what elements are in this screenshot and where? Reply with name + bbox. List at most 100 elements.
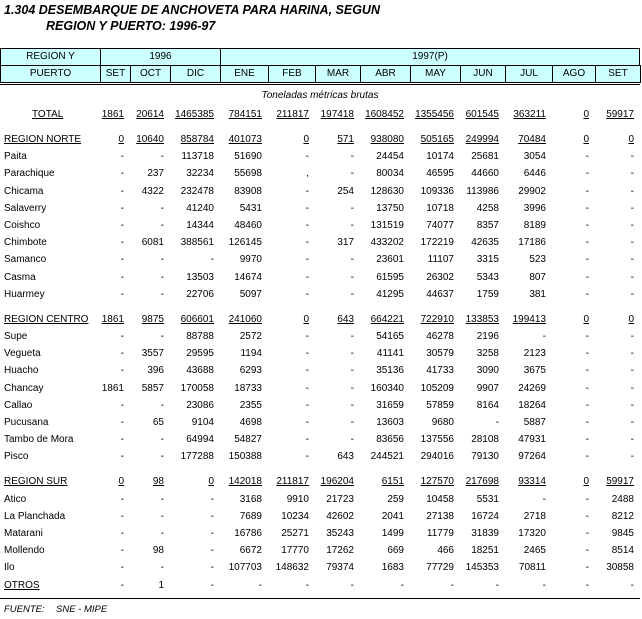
cell-value: 1 (158, 579, 164, 591)
cell-value: 7689 (239, 510, 262, 522)
cell-value: 16786 (234, 528, 262, 539)
cell-value: 11107 (427, 254, 454, 266)
cell-value: 43688 (186, 365, 214, 377)
row-label: REGION CENTRO (4, 313, 89, 325)
cell-value: - (305, 151, 309, 163)
row-label: Salaverry (4, 202, 47, 214)
row-label: Atico (4, 493, 27, 505)
cell-value: - (160, 562, 164, 574)
cell-value: 643 (337, 451, 354, 463)
cell-value: 6446 (523, 168, 546, 180)
cell-value: 24269 (518, 382, 546, 394)
cell-value: 0 (208, 476, 214, 488)
cell-value: - (120, 202, 124, 214)
cell-value: - (305, 271, 309, 283)
cell-value: 401073 (228, 134, 262, 145)
cell-value: - (120, 254, 124, 266)
cell-value: 17320 (518, 528, 546, 539)
cell-value: - (630, 451, 634, 463)
cell-value: 23601 (376, 254, 404, 266)
cell-value: 388561 (180, 237, 214, 249)
cell-value: 0 (628, 134, 634, 145)
cell-value: 217698 (465, 476, 499, 488)
cell-value: 6151 (381, 476, 404, 488)
cell-value: 26302 (426, 271, 454, 283)
cell-value: 41295 (376, 288, 404, 300)
cell-value: 1194 (240, 348, 262, 360)
cell-value: 17770 (281, 545, 309, 557)
cell-value: 2041 (381, 510, 404, 522)
cell-value: - (305, 237, 309, 249)
cell-value: 79374 (326, 562, 354, 574)
cell-value: - (160, 399, 164, 411)
cell-value: 8514 (611, 545, 634, 557)
cell-value: 18251 (471, 545, 499, 557)
footer-label: FUENTE: (4, 604, 45, 615)
cell-value: 938080 (370, 134, 404, 145)
year-header: 1997(P) (220, 48, 640, 66)
cell-value: 10234 (281, 510, 309, 522)
cell-value: 197418 (320, 109, 354, 120)
cell-value: 5531 (476, 493, 499, 505)
cell-value: 2465 (523, 545, 546, 557)
row-label: Chicama (4, 185, 44, 197)
row-label: Vegueta (4, 348, 41, 360)
cell-value: 0 (118, 476, 124, 488)
cell-value: - (585, 365, 589, 377)
cell-value: 8189 (523, 220, 546, 231)
cell-value: 3675 (523, 365, 546, 377)
cell-value: - (305, 220, 309, 231)
cell-value: - (350, 151, 354, 163)
cell-value: 433202 (370, 237, 404, 249)
cell-value: 20614 (136, 109, 164, 120)
cell-value: 6293 (239, 365, 262, 377)
cell-value: 148632 (275, 562, 309, 574)
cell-value: 46278 (426, 331, 454, 342)
cell-value: 317 (337, 237, 354, 249)
cell-value: - (120, 562, 124, 574)
cell-value: - (305, 434, 309, 446)
cell-value: - (210, 545, 214, 557)
cell-value: 0 (583, 476, 589, 488)
cell-value: 3090 (476, 365, 499, 377)
cell-value: 70484 (518, 134, 546, 145)
cell-value: - (258, 579, 262, 591)
cell-value: 363211 (513, 109, 546, 120)
cell-value: 807 (529, 271, 546, 283)
row-label: Chancay (4, 382, 44, 394)
cell-value: 254 (337, 185, 354, 197)
cell-value: 9104 (191, 417, 214, 428)
cell-value: 1683 (381, 562, 404, 574)
cell-value: - (350, 168, 354, 180)
cell-value: - (350, 434, 354, 446)
cell-value: 24454 (376, 151, 404, 163)
cell-value: - (350, 331, 354, 342)
cell-value: 127570 (420, 476, 454, 488)
cell-value: - (585, 434, 589, 446)
cell-value: 249994 (465, 134, 499, 145)
cell-value: - (120, 331, 124, 342)
cell-value: 113986 (466, 185, 499, 197)
cell-value: 664221 (370, 313, 404, 325)
cell-value: 61595 (376, 271, 404, 283)
cell-value: 784151 (228, 109, 262, 120)
cell-value: 74077 (426, 220, 454, 231)
cell-value: 9910 (286, 493, 309, 505)
cell-value: 211817 (276, 476, 309, 488)
cell-value: 41141 (376, 348, 404, 360)
row-label: Tambo de Mora (4, 434, 74, 446)
row-label: REGION SUR (4, 476, 68, 488)
cell-value: 17186 (518, 237, 546, 249)
cell-value: - (120, 417, 124, 428)
stub-header: PUERTO (0, 65, 101, 83)
cell-value: - (160, 493, 164, 505)
cell-value: 54827 (234, 434, 262, 446)
cell-value: 14344 (186, 220, 214, 231)
cell-value: 241060 (228, 313, 262, 325)
footer-rule (0, 598, 640, 599)
cell-value: 232478 (180, 185, 214, 197)
cell-value: 27138 (426, 510, 454, 522)
cell-value: 2572 (239, 331, 262, 342)
cell-value: 601545 (465, 109, 499, 120)
cell-value: - (350, 579, 354, 591)
